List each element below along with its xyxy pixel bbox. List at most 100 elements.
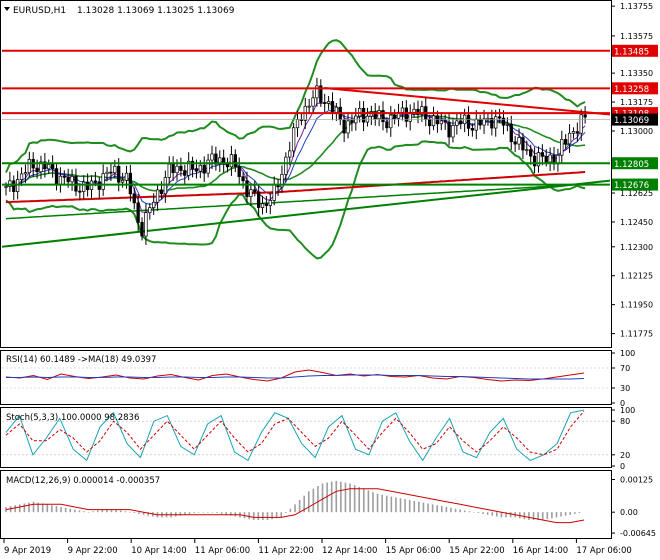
macd-bar [262,512,264,521]
macd-bar [408,499,411,513]
ma-long-green-line [5,183,586,220]
candle-body [54,168,59,185]
level-label: 1.13258 [614,85,649,95]
macd-bar [51,505,53,513]
macd-bar [74,509,76,513]
rsi-tick-label: 0 [620,399,625,408]
macd-bar [335,480,338,513]
candle-body [288,150,292,158]
candle-body [47,164,51,170]
macd-bar [179,512,182,516]
ohlc-values: 1.13028 1.13069 1.13025 1.13069 [77,6,235,16]
macd-bar [372,492,374,513]
macd-bar [317,486,319,513]
candle-body [536,152,541,167]
macd-bar [280,512,283,518]
macd-bar [252,512,255,521]
macd-label: MACD(12,26,9) 0.000014 -0.000357 [6,476,160,486]
candle-body [330,101,335,113]
candle-body [132,193,136,204]
macd-bar [92,511,94,513]
price-tick-label: 1.13000 [620,127,653,136]
candle-body [233,154,237,167]
candle-body [315,85,319,99]
dropdown-arrow-icon[interactable] [4,7,10,11]
macd-bar [564,512,567,516]
candle-body [420,106,424,115]
candle-body [148,207,152,214]
time-tick-label: 11 Apr 22:00 [258,546,313,556]
macd-bar [106,509,108,513]
candle-body [323,102,327,104]
candle-body [229,154,234,168]
time-tick-label: 9 Apr 22:00 [68,546,118,556]
candle-body [187,160,191,176]
candle-body [389,114,393,129]
macd-bar [87,512,90,513]
macd-bar [463,510,466,513]
macd-bar [427,503,429,513]
candle-body [478,118,482,126]
candle-body [509,123,513,143]
price-tick-label: 1.13575 [620,32,653,41]
macd-bar [541,512,544,521]
price-tick-label: 1.13175 [620,98,653,107]
symbol-label: EURUSD,H1 [13,6,66,16]
candle-body [443,120,447,123]
macd-bar [440,506,443,513]
macd-bar [184,512,186,515]
candle-body [124,172,129,181]
trendline [324,87,611,116]
macd-bar [96,510,99,513]
macd-bar [266,512,269,521]
macd-bar [367,490,370,513]
candle-body [307,105,311,108]
macd-bar [454,508,457,513]
candle-body [482,118,486,126]
macd-bar [298,499,301,513]
macd-bar [188,512,191,514]
stoch-tick-label: 80 [620,417,630,426]
candle-body [544,156,548,163]
macd-bar [560,512,562,517]
candle-body [497,116,502,119]
macd-bar [574,512,576,514]
candle-body [167,163,171,178]
macd-bar [124,511,127,513]
macd-bar [32,501,35,513]
candle-body [412,108,416,113]
macd-plot: 0.00125 0.00 -0.00645 [5,476,656,538]
macd-bar [459,509,461,513]
candle-body [439,120,443,125]
macd-bar [216,512,218,514]
macd-bar [395,497,397,513]
macd-bar [312,488,315,513]
candle-body [120,179,125,183]
macd-bar [119,510,122,513]
rsi-tick-label: 30 [620,384,630,393]
candle-body [93,180,98,183]
macd-bar [555,512,558,518]
candle-body [19,173,24,180]
time-tick-label: 15 Apr 06:00 [386,546,441,556]
macd-bar [532,512,535,521]
macd-bar [41,503,44,513]
candle-body [245,180,249,198]
macd-bar [78,510,81,513]
price-tick-label: 1.12625 [620,189,653,198]
candle-body [521,137,525,151]
level-tag [612,82,658,95]
candle-body [575,131,579,134]
macd-bar [46,504,49,513]
candle-body [459,120,463,125]
candle-body [447,121,451,138]
time-tick-label: 17 Apr 06:00 [576,546,631,556]
time-tick-label: 16 Apr 14:00 [513,546,568,556]
candle-body [105,171,109,174]
macd-bar [413,500,416,513]
macd-bar [147,512,150,516]
candle-body [470,128,475,131]
macd-bar [248,512,250,520]
candle-body [202,164,206,174]
